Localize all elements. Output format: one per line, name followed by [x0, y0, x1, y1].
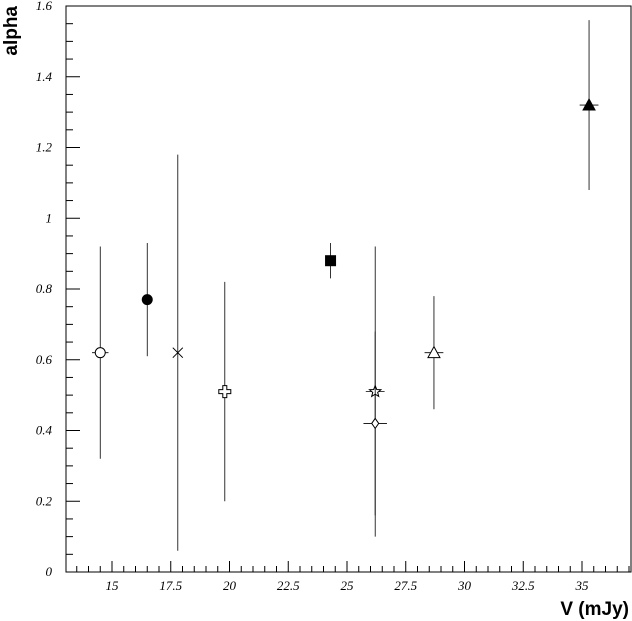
data-point [424, 296, 444, 410]
x-tick-label: 20 [223, 578, 237, 593]
data-point [172, 154, 184, 551]
y-tick-label: 0.6 [36, 352, 53, 367]
y-tick-label: 1 [46, 210, 53, 225]
data-point [579, 20, 599, 190]
x-tick-label: 35 [575, 578, 590, 593]
x-tick-label: 32.5 [511, 578, 535, 593]
y-tick-label: 0.8 [36, 281, 53, 296]
x-tick-label: 27.5 [394, 578, 417, 593]
y-tick-label: 0.2 [36, 493, 53, 508]
cross-marker [172, 347, 184, 359]
open-diamond-marker [371, 417, 380, 430]
data-point [363, 331, 387, 516]
plot-frame [65, 5, 632, 573]
x-axis-label: V (mJy) [560, 599, 629, 620]
y-tick-label: 1.2 [36, 140, 53, 155]
y-axis-label: alpha [1, 6, 22, 56]
open-triangle-marker [427, 345, 441, 359]
x-tick-label: 25 [341, 578, 355, 593]
data-point [325, 243, 337, 279]
y-tick-label: 1.6 [36, 0, 53, 13]
axis-ticks: 0 0.2 0.4 0.6 0.8 1 1.2 1.4 1.6 15 17.5 20 22.5 25 27.… [36, 0, 630, 593]
filled-circle-marker [141, 294, 153, 306]
x-tick-label: 22.5 [277, 578, 300, 593]
filled-square-marker [325, 255, 337, 267]
data-points [92, 20, 599, 551]
x-tick-label: 30 [457, 578, 472, 593]
x-tick-label: 15 [106, 578, 120, 593]
open-cross-marker [218, 385, 232, 399]
y-tick-label: 1.4 [36, 69, 53, 84]
data-point [218, 281, 232, 502]
y-tick-label: 0.4 [36, 423, 53, 438]
x-tick-label: 17.5 [159, 578, 182, 593]
data-point [141, 243, 153, 357]
filled-triangle-marker [582, 98, 596, 111]
open-circle-marker [94, 347, 106, 359]
data-point [92, 246, 109, 459]
y-tick-label: 0 [46, 564, 53, 579]
